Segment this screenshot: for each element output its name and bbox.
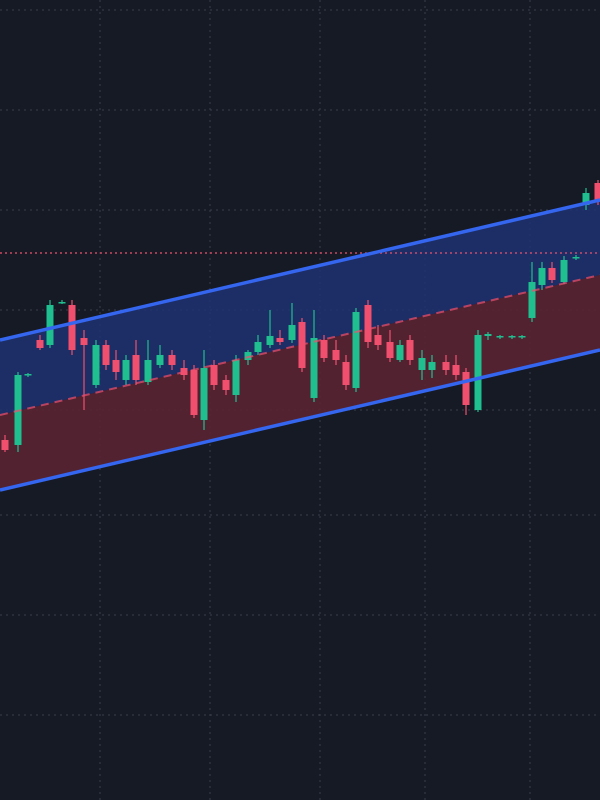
candle-body — [58, 302, 66, 304]
candle-body — [190, 370, 198, 415]
candle-body — [496, 336, 504, 338]
candle-body — [132, 355, 140, 380]
candle-body — [320, 340, 328, 358]
candle-body — [266, 336, 274, 345]
candle-body — [310, 338, 318, 398]
candle-body — [594, 183, 600, 200]
candle-body — [36, 340, 44, 348]
candle-body — [342, 362, 350, 385]
candle-body — [548, 268, 556, 280]
candle-body — [442, 362, 450, 370]
candle-body — [374, 335, 382, 345]
candle-body — [560, 260, 568, 282]
candle-body — [428, 362, 436, 370]
channel-lower-fill — [0, 275, 600, 490]
candle-body — [386, 342, 394, 358]
candle-body — [332, 350, 340, 360]
candle-body — [68, 305, 76, 350]
candle-body — [518, 336, 526, 338]
candle-body — [452, 365, 460, 375]
candle-body — [80, 338, 88, 345]
candle-body — [156, 355, 164, 365]
candle-body — [406, 340, 414, 360]
candle-body — [92, 345, 100, 385]
candle-body — [46, 305, 54, 345]
candle-body — [462, 372, 470, 405]
candle-body — [582, 193, 590, 205]
candle-body — [112, 360, 120, 372]
candle-body — [396, 345, 404, 360]
candle-body — [232, 360, 240, 395]
candle-body — [572, 257, 580, 259]
channel-middle — [0, 274, 600, 416]
candle-body — [1, 440, 9, 450]
candle-body — [508, 336, 516, 338]
candle-body — [144, 360, 152, 382]
candle-body — [168, 355, 176, 365]
candle-body — [122, 360, 130, 380]
candle-body — [222, 380, 230, 390]
candle-body — [538, 268, 546, 285]
candle-body — [200, 368, 208, 420]
candle-body — [244, 352, 252, 360]
candle-body — [210, 365, 218, 385]
candle-body — [484, 334, 492, 336]
candle-body — [276, 338, 284, 342]
channel-upper — [0, 198, 600, 342]
candle-body — [474, 335, 482, 410]
candle-body — [288, 325, 296, 340]
candle-body — [364, 305, 372, 342]
candle-body — [24, 374, 32, 376]
channel-lower — [0, 348, 600, 492]
candle-body — [102, 345, 110, 365]
candle-body — [352, 312, 360, 388]
candle-body — [254, 342, 262, 352]
candle-body — [528, 282, 536, 318]
candle-body — [418, 358, 426, 370]
